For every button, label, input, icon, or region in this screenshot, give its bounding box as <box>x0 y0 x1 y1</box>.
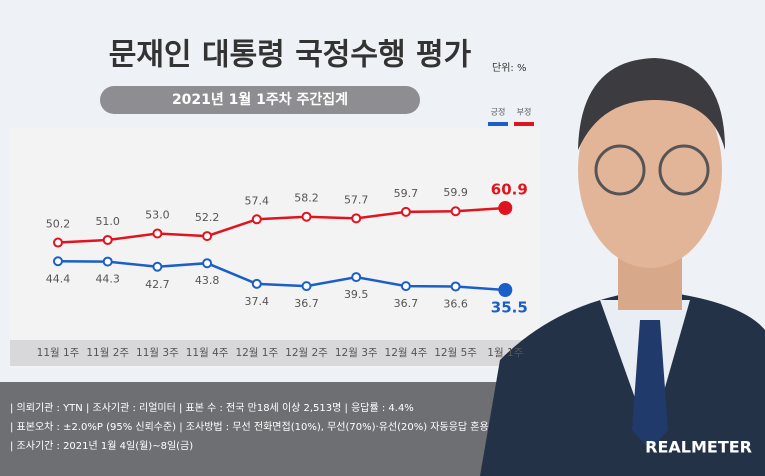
x-tick-label: 12월 2주 <box>285 347 328 359</box>
x-tick-label: 11월 4주 <box>186 347 229 359</box>
value-label: 39.5 <box>344 288 369 301</box>
value-label: 57.7 <box>344 193 369 206</box>
point <box>102 234 113 245</box>
x-tick-label: 12월 4주 <box>385 347 428 359</box>
x-tick-label: 11월 2주 <box>86 347 129 359</box>
legend-label: 부정 <box>517 107 532 117</box>
point <box>202 231 213 242</box>
legend-label: 긍정 <box>491 107 506 117</box>
point <box>351 272 362 283</box>
value-label: 60.9 <box>491 181 528 199</box>
x-tick-label: 12월 5주 <box>434 347 477 359</box>
value-label: 43.8 <box>195 274 220 287</box>
point <box>400 206 411 217</box>
value-label: 59.9 <box>443 186 468 199</box>
chart-subtitle: 2021년 1월 1주차 주간집계 <box>172 91 348 108</box>
value-label: 36.7 <box>394 297 419 310</box>
point <box>152 261 163 272</box>
point <box>450 281 461 292</box>
x-tick-label: 1월 1주 <box>487 347 523 359</box>
point <box>400 281 411 292</box>
x-tick-label: 11월 3주 <box>136 347 179 359</box>
category-band <box>10 340 540 366</box>
point <box>450 206 461 217</box>
point <box>102 256 113 267</box>
value-label: 59.7 <box>394 187 419 200</box>
point <box>498 283 513 297</box>
value-label: 42.7 <box>145 278 170 291</box>
note: | 의뢰기관 : YTN | 조사기관 : 리얼미터 | 표본 수 : 전국 만… <box>10 402 414 414</box>
unit-label: 단위: % <box>492 61 526 74</box>
point <box>53 237 63 248</box>
value-label: 52.2 <box>195 211 220 224</box>
subtitle-pill <box>100 86 420 114</box>
chart-title: 문재인 대통령 국정수행 평가 <box>109 38 472 73</box>
value-label: 44.4 <box>46 272 71 285</box>
portrait <box>480 58 765 476</box>
point <box>301 211 312 222</box>
x-tick-label: 12월 1주 <box>235 347 278 359</box>
plot-area <box>10 128 540 368</box>
series-line <box>57 206 506 244</box>
series-line <box>57 260 506 292</box>
brand: REALMETER <box>645 438 752 457</box>
value-label: 36.7 <box>294 297 319 310</box>
value-label: 35.5 <box>491 299 528 317</box>
note: | 조사기간 : 2021년 1월 4일(월)~8일(금) <box>10 440 193 452</box>
note: | 표본오차 : ±2.0%P (95% 신뢰수준) | 조사방법 : 무선 전… <box>10 420 489 433</box>
point <box>251 278 262 289</box>
x-tick-label: 11월 1주 <box>37 347 80 359</box>
value-label: 58.2 <box>294 192 319 205</box>
point <box>53 256 63 267</box>
value-label: 44.3 <box>95 273 120 286</box>
value-label: 36.6 <box>443 297 468 310</box>
point <box>152 228 163 239</box>
point <box>202 258 213 269</box>
value-label: 57.4 <box>245 194 270 207</box>
value-label: 53.0 <box>145 209 170 222</box>
point <box>301 281 312 292</box>
value-label: 51.0 <box>95 215 120 228</box>
value-label: 50.2 <box>46 218 71 231</box>
x-tick-label: 12월 3주 <box>335 347 378 359</box>
point <box>251 214 262 225</box>
value-label: 37.4 <box>245 295 270 308</box>
point <box>351 213 362 224</box>
point <box>498 201 513 215</box>
